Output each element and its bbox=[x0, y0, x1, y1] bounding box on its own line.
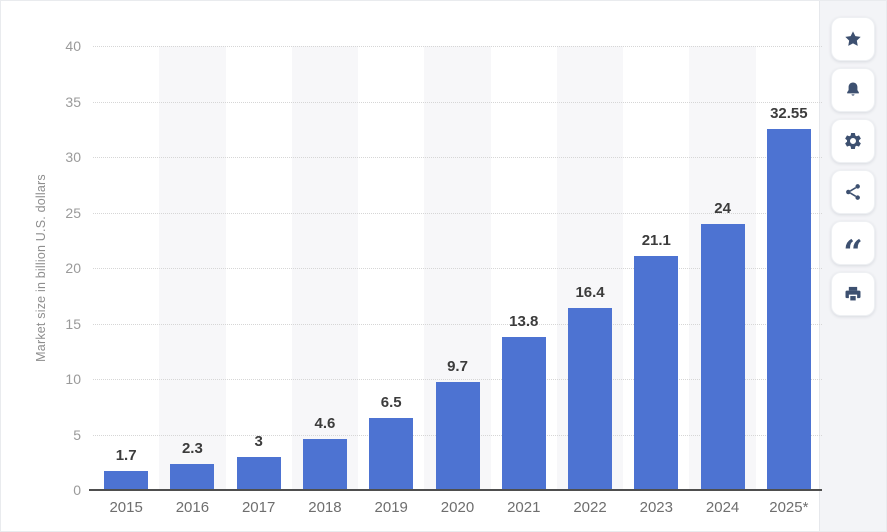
y-tick-label: 5 bbox=[73, 426, 81, 443]
bar[interactable] bbox=[766, 128, 811, 490]
bar-value-label: 9.7 bbox=[447, 358, 468, 376]
bar-value-label: 21.1 bbox=[641, 231, 671, 249]
gridline bbox=[93, 379, 822, 380]
bar-value-label: 16.4 bbox=[575, 283, 605, 301]
x-tick-label: 2022 bbox=[573, 499, 607, 516]
y-tick-label: 20 bbox=[65, 260, 81, 276]
bar-value-label: 32.55 bbox=[770, 104, 808, 122]
bar[interactable] bbox=[302, 438, 347, 490]
bar-value-label: 3 bbox=[254, 432, 263, 450]
gridline bbox=[93, 323, 822, 325]
y-axis-ticks: 0 5 10 15 20 25 30 35 40 bbox=[1, 38, 85, 498]
x-tick-label: 2025* bbox=[769, 499, 809, 516]
gridline bbox=[93, 212, 822, 214]
y-tick-label: 30 bbox=[65, 149, 81, 165]
gridline bbox=[93, 46, 822, 47]
bar-value-label: 13.8 bbox=[509, 312, 539, 330]
bar[interactable] bbox=[435, 382, 480, 490]
y-tick-label: 25 bbox=[65, 204, 81, 221]
gear-icon bbox=[843, 131, 863, 151]
x-axis-line bbox=[89, 489, 822, 491]
y-tick-label: 10 bbox=[65, 371, 81, 387]
gridline bbox=[93, 157, 822, 158]
quote-icon: “ bbox=[843, 233, 863, 273]
bar[interactable] bbox=[568, 307, 613, 490]
star-icon bbox=[843, 29, 863, 49]
gridline bbox=[93, 101, 822, 103]
x-tick-label: 2023 bbox=[639, 499, 673, 516]
plot-area: 1.7 2015 2.3 2016 3 2017 4.6 2018 6.5 2019 9.7 2020… bbox=[89, 46, 822, 516]
bar-value-label: 6.5 bbox=[380, 393, 402, 411]
bar-value-label: 2.3 bbox=[181, 440, 203, 458]
x-tick-label: 2020 bbox=[440, 499, 475, 516]
bar[interactable] bbox=[369, 417, 414, 490]
x-tick-label: 2024 bbox=[705, 499, 740, 516]
share-icon bbox=[843, 182, 863, 202]
gridline bbox=[93, 268, 822, 269]
bar[interactable] bbox=[634, 255, 679, 490]
bar-chart: Market size in billion U.S. dollars 0 5 10… bbox=[1, 1, 822, 531]
bell-icon bbox=[843, 80, 863, 100]
bar[interactable] bbox=[501, 336, 546, 490]
bar[interactable] bbox=[700, 223, 745, 490]
x-tick-label: 2016 bbox=[175, 499, 210, 516]
x-tick-label: 2018 bbox=[308, 499, 342, 516]
bar[interactable] bbox=[170, 464, 215, 490]
share-button[interactable] bbox=[831, 170, 876, 214]
favorite-button[interactable] bbox=[831, 17, 876, 61]
y-tick-label: 35 bbox=[65, 93, 81, 110]
y-tick-label: 40 bbox=[65, 38, 81, 54]
bar-value-label: 24 bbox=[714, 199, 731, 217]
x-tick-label: 2021 bbox=[507, 499, 541, 516]
bar-value-label: 4.6 bbox=[314, 414, 336, 432]
x-tick-label: 2017 bbox=[241, 499, 276, 516]
action-toolbar: “ bbox=[819, 1, 886, 531]
bar[interactable] bbox=[104, 471, 149, 490]
bar-value-label: 1.7 bbox=[115, 447, 137, 465]
x-tick-label: 2015 bbox=[109, 499, 143, 516]
x-tick-label: 2019 bbox=[374, 499, 408, 516]
print-button[interactable] bbox=[831, 272, 876, 316]
cite-button[interactable]: “ bbox=[831, 221, 876, 273]
bar[interactable] bbox=[236, 456, 281, 490]
settings-button[interactable] bbox=[831, 119, 876, 163]
y-tick-label: 0 bbox=[73, 482, 81, 498]
printer-icon bbox=[843, 284, 863, 304]
notifications-button[interactable] bbox=[831, 68, 876, 112]
y-tick-label: 15 bbox=[65, 315, 81, 332]
